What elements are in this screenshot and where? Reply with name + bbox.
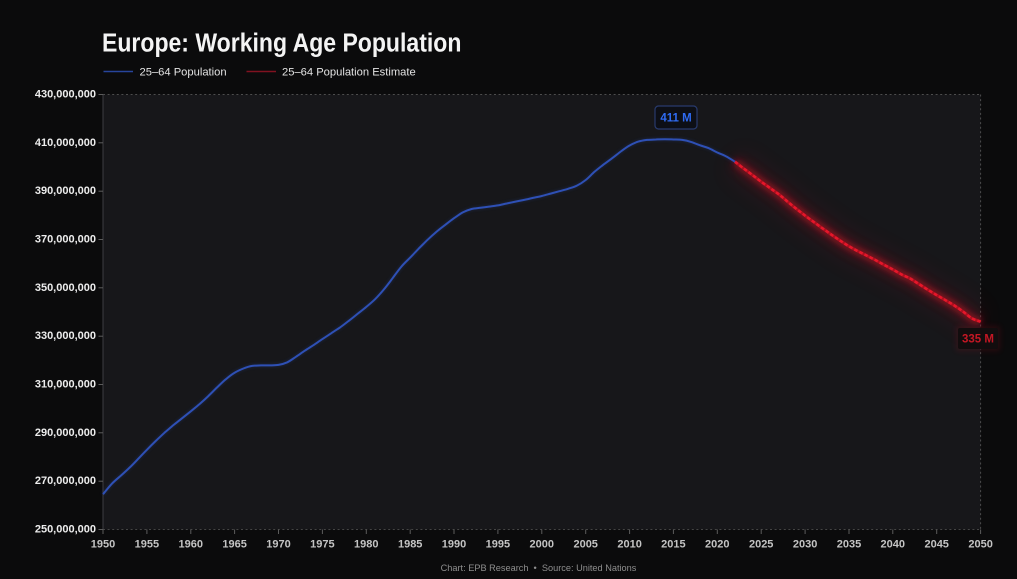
svg-text:2030: 2030 xyxy=(793,539,817,551)
svg-text:1970: 1970 xyxy=(266,539,290,551)
svg-text:2000: 2000 xyxy=(530,539,554,551)
svg-text:2015: 2015 xyxy=(661,539,685,551)
svg-text:390,000,000: 390,000,000 xyxy=(35,185,96,197)
svg-text:310,000,000: 310,000,000 xyxy=(35,379,96,391)
svg-text:270,000,000: 270,000,000 xyxy=(35,475,96,487)
svg-text:25–64 Population Estimate: 25–64 Population Estimate xyxy=(282,67,416,79)
svg-text:2010: 2010 xyxy=(617,539,641,551)
svg-text:2040: 2040 xyxy=(881,539,905,551)
svg-text:1985: 1985 xyxy=(398,539,422,551)
svg-text:25–64 Population: 25–64 Population xyxy=(140,67,227,79)
svg-text:1995: 1995 xyxy=(486,539,510,551)
svg-text:1980: 1980 xyxy=(354,539,378,551)
svg-text:1950: 1950 xyxy=(91,539,115,551)
svg-text:410,000,000: 410,000,000 xyxy=(35,137,96,149)
svg-text:250,000,000: 250,000,000 xyxy=(35,524,96,536)
svg-text:290,000,000: 290,000,000 xyxy=(35,427,96,439)
svg-text:2005: 2005 xyxy=(573,539,597,551)
svg-text:330,000,000: 330,000,000 xyxy=(35,330,96,342)
svg-text:2045: 2045 xyxy=(924,539,948,551)
svg-text:1965: 1965 xyxy=(222,539,246,551)
svg-text:370,000,000: 370,000,000 xyxy=(35,234,96,246)
svg-text:350,000,000: 350,000,000 xyxy=(35,282,96,294)
svg-text:335 M: 335 M xyxy=(962,334,994,346)
svg-text:1990: 1990 xyxy=(442,539,466,551)
svg-text:430,000,000: 430,000,000 xyxy=(35,89,96,101)
svg-text:2035: 2035 xyxy=(837,539,861,551)
svg-text:1955: 1955 xyxy=(135,539,159,551)
svg-text:2020: 2020 xyxy=(705,539,729,551)
svg-text:2050: 2050 xyxy=(968,539,992,551)
svg-text:Chart: EPB Research • Source: Chart: EPB Research • Source: United Nat… xyxy=(441,563,637,573)
svg-text:Europe: Working Age Population: Europe: Working Age Population xyxy=(102,29,461,58)
svg-text:411 M: 411 M xyxy=(660,113,691,125)
svg-text:2025: 2025 xyxy=(749,539,773,551)
svg-text:1960: 1960 xyxy=(179,539,203,551)
svg-text:1975: 1975 xyxy=(310,539,334,551)
